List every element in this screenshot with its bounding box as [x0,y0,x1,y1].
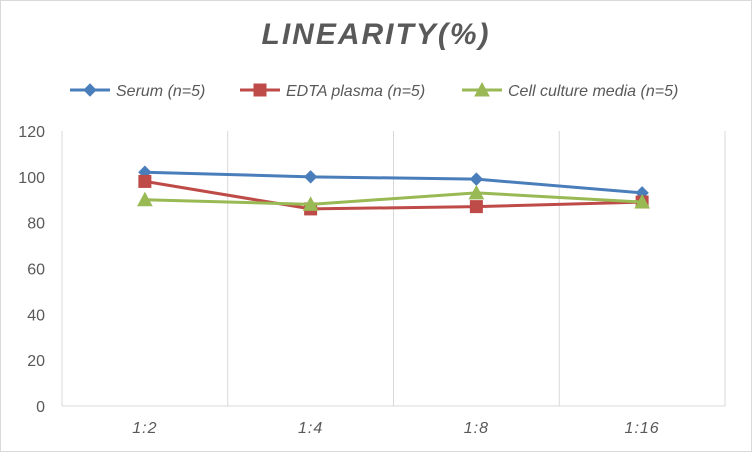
x-tick-label: 1:4 [298,420,323,437]
legend-marker-diamond [83,83,97,97]
x-tick-label: 1:8 [464,420,489,437]
y-tick-label: 40 [27,307,45,324]
data-point-diamond [469,172,484,186]
series-lines [137,165,650,216]
x-tick-label: 1:16 [625,420,660,437]
y-tick-label: 60 [27,262,45,279]
data-point-triangle [634,193,650,209]
legend: Serum (n=5) EDTA plasma (n=5) Cell culture… [70,81,678,100]
y-tick-label: 100 [18,170,45,187]
y-tick-label: 20 [27,353,45,370]
data-point-square [469,200,483,214]
data-point-triangle [468,184,485,200]
data-point-square [138,174,152,188]
legend-label: Cell culture media (n=5) [508,83,678,100]
legend-marker-triangle [474,81,490,97]
axes: 0 20 40 60 80 100 120 1:2 1:4 1:8 1:16 [18,124,725,437]
legend-marker-square [253,83,267,97]
data-point-triangle [302,196,319,211]
legend-label: EDTA plasma (n=5) [286,83,425,100]
series-line-triangle [144,191,643,206]
data-point-diamond [303,170,318,184]
y-tick-label: 120 [18,124,45,141]
legend-label: Serum (n=5) [116,83,205,100]
series-line-diamond [144,170,643,195]
series-line-square [144,179,643,211]
data-point-triangle [137,191,153,207]
grid-lines [61,131,726,406]
y-tick-label: 80 [27,216,45,233]
chart-title: LINEARITY(%) [261,18,491,51]
x-tick-label: 1:2 [132,420,157,437]
y-tick-label: 0 [36,399,45,416]
